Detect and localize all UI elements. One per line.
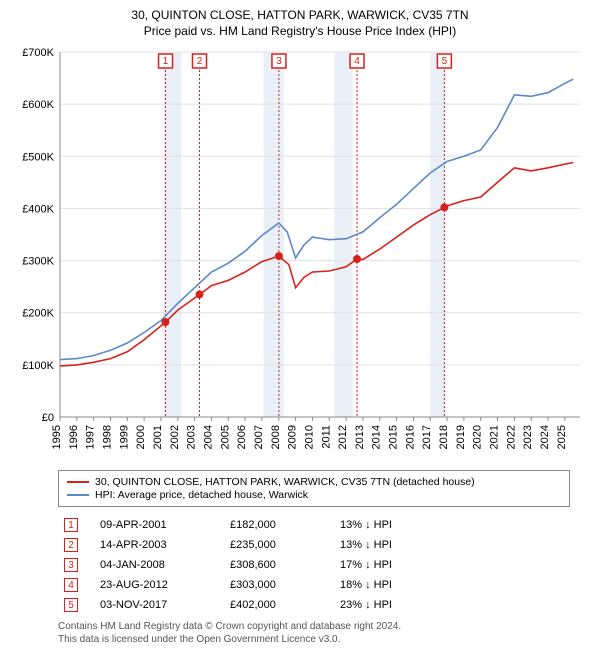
y-tick-label: £300K	[22, 256, 54, 268]
x-tick-label: 2018	[438, 425, 450, 449]
x-tick-label: 2020	[472, 425, 484, 449]
chart-area: £0 £100K £200K £300K £400K £500K £600K £700K 199…	[12, 44, 590, 464]
event-delta: 17% ↓ HPI	[334, 555, 570, 575]
event-marker-number: 1	[163, 56, 169, 67]
event-row: 1 09-APR-2001£182,00013% ↓ HPI	[58, 515, 570, 535]
event-row: 3 04-JAN-2008£308,60017% ↓ HPI	[58, 555, 570, 575]
x-tick-label: 2016	[404, 425, 416, 449]
x-tick-label: 2017	[421, 425, 433, 449]
event-number-box: 1	[64, 518, 78, 532]
event-number-box: 4	[64, 578, 78, 592]
series-marker	[196, 291, 203, 298]
event-marker-number: 5	[442, 56, 448, 67]
footer: Contains HM Land Registry data © Crown c…	[58, 621, 570, 646]
series-property	[60, 163, 573, 366]
x-tick-label: 2006	[236, 425, 248, 449]
event-date: 23-AUG-2012	[94, 575, 224, 595]
legend-row: HPI: Average price, detached house, Warw…	[67, 489, 561, 501]
event-delta: 13% ↓ HPI	[334, 515, 570, 535]
event-price: £402,000	[224, 595, 334, 615]
event-marker-number: 3	[276, 56, 282, 67]
event-delta: 18% ↓ HPI	[334, 575, 570, 595]
y-tick-label: £600K	[22, 99, 54, 111]
event-number-box: 5	[64, 598, 78, 612]
x-tick-label: 2022	[505, 425, 517, 449]
footer-line-2: This data is licensed under the Open Gov…	[58, 634, 570, 647]
legend-label: 30, QUINTON CLOSE, HATTON PARK, WARWICK,…	[95, 476, 475, 488]
x-tick-label: 2000	[135, 425, 147, 449]
x-tick-label: 2004	[202, 425, 214, 449]
event-number-box: 2	[64, 538, 78, 552]
series-marker	[275, 253, 282, 260]
x-tick-label: 2010	[303, 425, 315, 449]
x-tick-label: 1995	[51, 425, 63, 449]
event-delta: 13% ↓ HPI	[334, 535, 570, 555]
x-tick-label: 2023	[522, 425, 534, 449]
shaded-band	[264, 52, 284, 417]
x-tick-label: 1997	[85, 425, 97, 449]
event-price: £235,000	[224, 535, 334, 555]
x-tick-label: 2024	[539, 425, 551, 449]
event-delta: 23% ↓ HPI	[334, 595, 570, 615]
x-tick-label: 2021	[489, 425, 501, 449]
shaded-band	[334, 52, 353, 417]
event-marker-number: 4	[354, 56, 360, 67]
series-marker	[354, 256, 361, 263]
footer-line-1: Contains HM Land Registry data © Crown c…	[58, 621, 570, 634]
legend-row: 30, QUINTON CLOSE, HATTON PARK, WARWICK,…	[67, 476, 561, 488]
y-tick-label: £400K	[22, 203, 54, 215]
event-date: 03-NOV-2017	[94, 595, 224, 615]
x-tick-label: 2003	[186, 425, 198, 449]
y-tick-label: £500K	[22, 151, 54, 163]
legend: 30, QUINTON CLOSE, HATTON PARK, WARWICK,…	[58, 470, 570, 507]
event-price: £182,000	[224, 515, 334, 535]
x-tick-label: 2009	[287, 425, 299, 449]
event-row: 2 14-APR-2003£235,00013% ↓ HPI	[58, 535, 570, 555]
x-tick-label: 2007	[253, 425, 265, 449]
x-tick-label: 2015	[388, 425, 400, 449]
legend-swatch	[67, 494, 89, 496]
x-tick-label: 2011	[320, 425, 332, 449]
event-date: 04-JAN-2008	[94, 555, 224, 575]
event-marker-number: 2	[197, 56, 203, 67]
chart-svg: £0 £100K £200K £300K £400K £500K £600K £700K 199…	[12, 44, 592, 459]
x-tick-label: 2014	[371, 425, 383, 449]
x-tick-label: 2025	[556, 425, 568, 449]
event-price: £303,000	[224, 575, 334, 595]
legend-label: HPI: Average price, detached house, Warw…	[95, 489, 308, 501]
x-tick-label: 2005	[219, 425, 231, 449]
chart-container: 30, QUINTON CLOSE, HATTON PARK, WARWICK,…	[0, 0, 600, 650]
y-tick-label: £0	[42, 412, 54, 424]
y-tick-label: £700K	[22, 47, 54, 59]
x-tick-label: 2002	[169, 425, 181, 449]
event-date: 09-APR-2001	[94, 515, 224, 535]
x-tick-label: 2008	[270, 425, 282, 449]
y-tick-label: £100K	[22, 360, 54, 372]
event-row: 4 23-AUG-2012£303,00018% ↓ HPI	[58, 575, 570, 595]
legend-swatch	[67, 481, 89, 483]
event-price: £308,600	[224, 555, 334, 575]
x-tick-label: 2001	[152, 425, 164, 449]
x-tick-label: 2013	[354, 425, 366, 449]
title-sub: Price paid vs. HM Land Registry's House …	[10, 24, 590, 38]
title-main: 30, QUINTON CLOSE, HATTON PARK, WARWICK,…	[10, 8, 590, 22]
x-tick-label: 1996	[68, 425, 80, 449]
x-tick-label: 2012	[337, 425, 349, 449]
series-marker	[162, 319, 169, 326]
x-tick-label: 1999	[118, 425, 130, 449]
event-number-box: 3	[64, 558, 78, 572]
series-marker	[441, 204, 448, 211]
series-hpi	[60, 79, 573, 360]
x-tick-label: 2019	[455, 425, 467, 449]
event-row: 5 03-NOV-2017£402,00023% ↓ HPI	[58, 595, 570, 615]
shaded-band	[430, 52, 445, 417]
event-date: 14-APR-2003	[94, 535, 224, 555]
title-block: 30, QUINTON CLOSE, HATTON PARK, WARWICK,…	[10, 8, 590, 38]
y-tick-label: £200K	[22, 308, 54, 320]
x-tick-label: 1998	[101, 425, 113, 449]
events-table: 1 09-APR-2001£182,00013% ↓ HPI 2 14-APR-200…	[58, 515, 570, 615]
